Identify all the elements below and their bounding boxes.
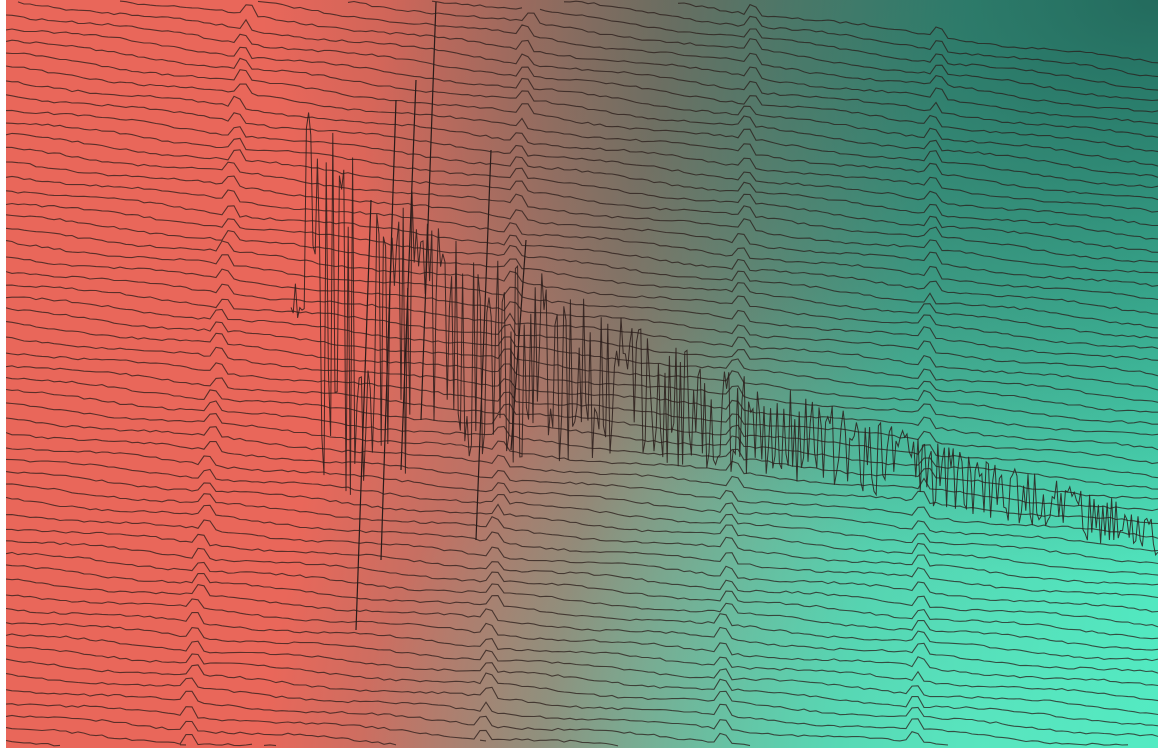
trace-line: [6, 39, 1158, 178]
trace-line: [6, 514, 1158, 613]
trace-line: [6, 673, 949, 746]
trace-line: [6, 471, 1158, 576]
trace-line: [6, 365, 1158, 479]
trace-line: [6, 240, 1158, 361]
trace-line: [6, 52, 1158, 189]
trace-line: [6, 175, 1158, 301]
trace-line: [6, 659, 1146, 745]
trace-line: [6, 727, 277, 747]
trace-line: [6, 161, 1158, 287]
trace-line: [6, 496, 1158, 599]
trace-line: [257, 0, 1158, 113]
trace-line: [6, 14, 1158, 153]
seismograph-traces: [6, 0, 1158, 748]
trace-line: [6, 227, 1158, 350]
earthquake-signal: [290, 112, 1158, 557]
trace-line: [6, 528, 1158, 628]
trace-line: [6, 202, 1158, 329]
trace-line: [6, 690, 774, 746]
trace-line: [6, 483, 1158, 586]
trace-line: [6, 594, 1158, 687]
trace-line: [6, 284, 1158, 403]
trace-line: [6, 388, 1158, 500]
trace-line: [563, 0, 1158, 78]
trace-line: [17, 1, 1158, 138]
trace-line: [6, 447, 1158, 552]
trace-line: [6, 417, 1158, 525]
trace-line: [677, 2, 1158, 64]
trace-line: [6, 622, 1158, 716]
trace-line: [6, 458, 1158, 565]
signal-spike: [355, 199, 372, 631]
seismogram-photo: [6, 0, 1158, 748]
signal-spike: [380, 99, 397, 561]
trace-line: [119, 0, 1158, 125]
signal-spike: [400, 79, 417, 471]
trace-line: [6, 564, 1158, 662]
trace-line: [6, 296, 1158, 413]
trace-line: [6, 132, 1158, 263]
trace-line: [6, 551, 1158, 651]
trace-line: [6, 190, 1158, 315]
trace-line: [6, 122, 1158, 253]
trace-line: [347, 0, 1158, 102]
trace-line: [6, 432, 1158, 539]
trace-line: [6, 109, 1158, 240]
trace-line: [6, 146, 1158, 274]
signal-spike: [510, 239, 527, 451]
trace-line: [6, 607, 1158, 702]
trace-line: [6, 256, 1158, 377]
trace-line: [6, 65, 1158, 201]
trace-line: [6, 703, 619, 747]
signal-spike: [475, 149, 492, 541]
trace-line: [6, 633, 1158, 727]
trace-line: [6, 578, 1158, 674]
trace-line: [6, 271, 1158, 391]
trace-line: [6, 80, 1158, 213]
trace-line: [431, 0, 1158, 91]
trace-line: [6, 645, 1158, 737]
trace-line: [6, 214, 1158, 339]
trace-line: [6, 739, 187, 747]
trace-line: [6, 714, 487, 746]
trace-line: [6, 94, 1158, 227]
trace-line: [6, 402, 1158, 512]
trace-line: [6, 28, 1158, 167]
trace-line: [6, 377, 1158, 490]
trace-line: [6, 540, 1158, 640]
signal-spike: [420, 1, 437, 421]
